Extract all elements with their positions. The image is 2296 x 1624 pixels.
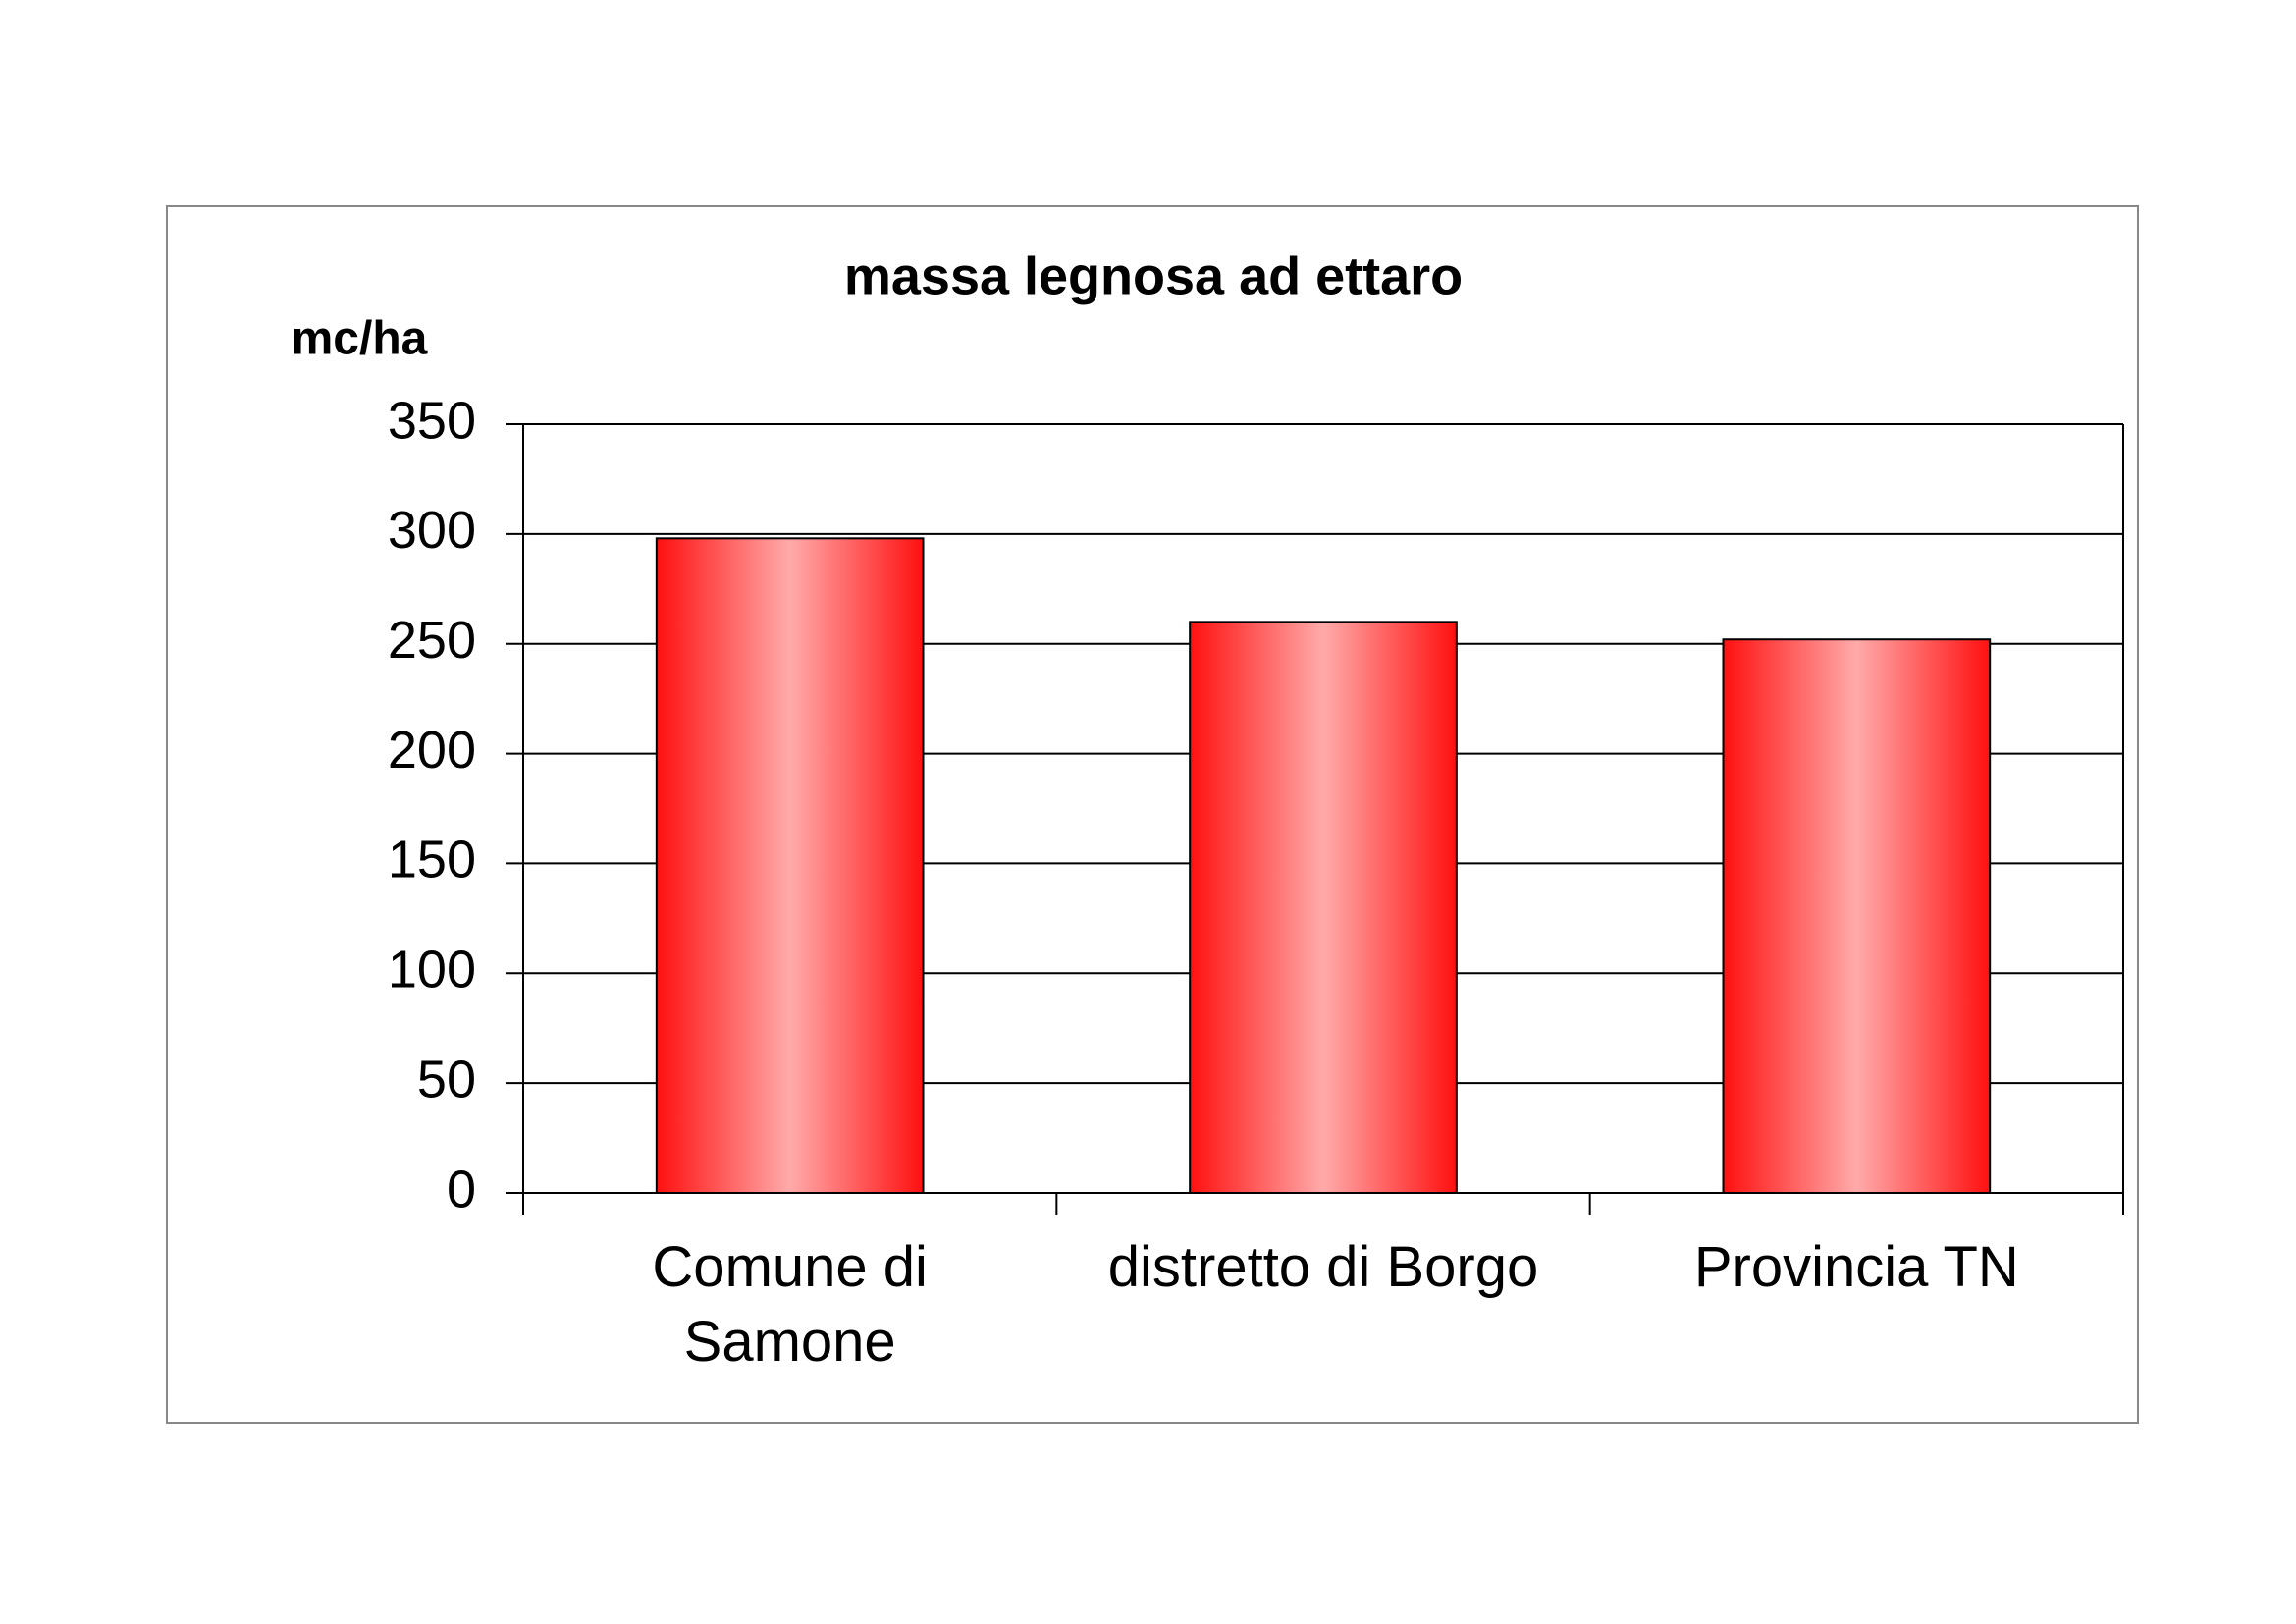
y-tick-label: 150	[388, 831, 476, 890]
y-tick-label: 250	[388, 611, 476, 670]
bar	[1722, 638, 1992, 1194]
y-tick-label: 0	[447, 1160, 476, 1218]
bar	[655, 537, 925, 1194]
y-tick-label: 300	[388, 501, 476, 560]
x-tick-label: distretto di Borgo	[1107, 1235, 1539, 1299]
y-axis-label: mc/ha	[292, 313, 428, 365]
x-tick-label: Comune di Samone	[652, 1235, 928, 1374]
bar	[1189, 621, 1458, 1194]
y-tick-label: 50	[417, 1050, 476, 1109]
y-tick-label: 100	[388, 941, 476, 1000]
chart-title: massa legnosa ad ettaro	[844, 246, 1463, 305]
x-tick-label: Provincia TN	[1693, 1235, 2019, 1299]
y-tick-label: 350	[388, 391, 476, 450]
y-tick-label: 200	[388, 721, 476, 780]
